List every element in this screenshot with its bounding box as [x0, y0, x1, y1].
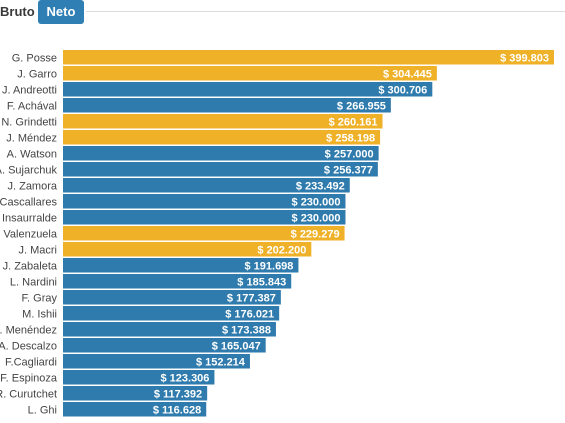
value-label: $ 177.387: [227, 292, 276, 304]
bar: [63, 50, 554, 65]
category-label: J. Garro: [17, 68, 57, 80]
bar: [63, 242, 312, 257]
category-label: S. Menéndez: [0, 324, 57, 336]
value-label: $ 266.955: [337, 100, 386, 112]
bar: [63, 82, 433, 97]
bar-row-s-men-ndez: S. Menéndez $ 173.388: [0, 322, 276, 337]
value-label: $ 258.198: [326, 132, 375, 144]
category-label: F. Gray: [22, 292, 58, 304]
bar-row-j-m-ndez: J. Méndez $ 258.198: [6, 130, 381, 145]
bar: [63, 402, 207, 417]
top-divider: [86, 11, 565, 12]
category-label: Cascallares: [0, 196, 57, 208]
bar-row-n-grindetti: N. Grindetti $ 260.161: [1, 114, 383, 129]
bar: [63, 178, 350, 193]
bar-row-l-ghi: L. Ghi $ 116.628: [28, 402, 207, 417]
category-label: J. Andreotti: [2, 84, 57, 96]
bar: [63, 306, 280, 321]
bar-row-l-nardini: L. Nardini $ 185.843: [10, 274, 292, 289]
value-label: $ 202.200: [257, 244, 306, 256]
value-label: $ 116.628: [153, 404, 201, 416]
bar: [63, 370, 215, 385]
category-label: J. Zabaleta: [3, 260, 58, 272]
bar: [63, 274, 292, 289]
bar: [63, 338, 266, 353]
tab-bruto[interactable]: Bruto: [0, 0, 38, 24]
value-label: $ 304.445: [383, 68, 432, 80]
value-label: $ 152.214: [196, 356, 246, 368]
bar: [63, 66, 437, 81]
value-label: $ 191.698: [244, 260, 293, 272]
bar-row-f-ach-val: F. Achával $ 266.955: [7, 98, 391, 113]
category-label: J. Méndez: [6, 132, 57, 144]
bar-row-m-ishii: M. Ishii $ 176.021: [22, 306, 280, 321]
bar-row-j-macri: J. Macri $ 202.200: [19, 242, 312, 257]
value-label: $ 229.279: [291, 228, 340, 240]
category-label: A. Sujarchuk: [0, 164, 57, 176]
category-label: F. Espinoza: [0, 372, 58, 384]
tab-neto[interactable]: Neto: [38, 0, 84, 24]
category-label: Valenzuela: [3, 228, 57, 240]
bar: [63, 258, 299, 273]
bar-row-j-zabaleta: J. Zabaleta $ 191.698: [3, 258, 299, 273]
bar-row-j-zamora: J. Zamora $ 233.492: [7, 178, 350, 193]
value-label: $ 399.803: [500, 52, 549, 64]
bar: [63, 226, 345, 241]
value-label: $ 230.000: [292, 212, 341, 224]
bar: [63, 210, 346, 225]
bar-row-r-curutchet: R. Curutchet $ 117.392: [0, 386, 208, 401]
category-label: L. Nardini: [10, 276, 57, 288]
bar-row-insaurralde: Insaurralde $ 230.000: [2, 210, 346, 225]
bar-row-a-watson: A. Watson $ 257.000: [7, 146, 379, 161]
value-label: $ 173.388: [222, 324, 271, 336]
category-label: L. Ghi: [28, 404, 57, 416]
bar-row-f-gray: F. Gray $ 177.387: [22, 290, 281, 305]
bar: [63, 98, 391, 113]
bar: [63, 354, 250, 369]
gross-net-toggle: Bruto Neto: [0, 0, 84, 24]
bar: [63, 322, 276, 337]
category-label: M. Ishii: [22, 308, 57, 320]
bar-row-valenzuela: Valenzuela $ 229.279: [3, 226, 345, 241]
category-label: N. Grindetti: [1, 116, 57, 128]
value-label: $ 256.377: [324, 164, 373, 176]
value-label: $ 185.843: [237, 276, 286, 288]
bar: [63, 130, 381, 145]
bar-row-a-descalzo: A. Descalzo $ 165.047: [0, 338, 266, 353]
bar-row-cascallares: Cascallares $ 230.000: [0, 194, 346, 209]
value-label: $ 257.000: [325, 148, 374, 160]
category-label: A. Watson: [7, 148, 57, 160]
category-label: F.Cagliardi: [5, 356, 57, 368]
category-label: R. Curutchet: [0, 388, 57, 400]
value-label: $ 230.000: [292, 196, 341, 208]
category-label: A. Descalzo: [0, 340, 57, 352]
category-label: J. Zamora: [7, 180, 57, 192]
bar-row-j-andreotti: J. Andreotti $ 300.706: [2, 82, 433, 97]
bar: [63, 146, 379, 161]
value-label: $ 233.492: [296, 180, 345, 192]
bar-row-a-sujarchuk: A. Sujarchuk $ 256.377: [0, 162, 378, 177]
value-label: $ 260.161: [329, 116, 378, 128]
value-label: $ 123.306: [160, 372, 209, 384]
value-label: $ 117.392: [154, 388, 202, 400]
bar: [63, 114, 383, 129]
bar-row-f-cagliardi: F.Cagliardi $ 152.214: [5, 354, 250, 369]
value-label: $ 300.706: [378, 84, 427, 96]
bar: [63, 194, 346, 209]
bar-row-f-espinoza: F. Espinoza $ 123.306: [0, 370, 215, 385]
bar: [63, 162, 378, 177]
category-label: F. Achával: [7, 100, 57, 112]
category-label: Insaurralde: [2, 212, 57, 224]
bar-row-j-garro: J. Garro $ 304.445: [17, 66, 437, 81]
value-label: $ 176.021: [225, 308, 274, 320]
bar: [63, 386, 208, 401]
bar-row-g-posse: G. Posse $ 399.803: [12, 50, 554, 65]
value-label: $ 165.047: [212, 340, 261, 352]
category-label: G. Posse: [12, 52, 57, 64]
category-label: J. Macri: [19, 244, 58, 256]
bar: [63, 290, 281, 305]
